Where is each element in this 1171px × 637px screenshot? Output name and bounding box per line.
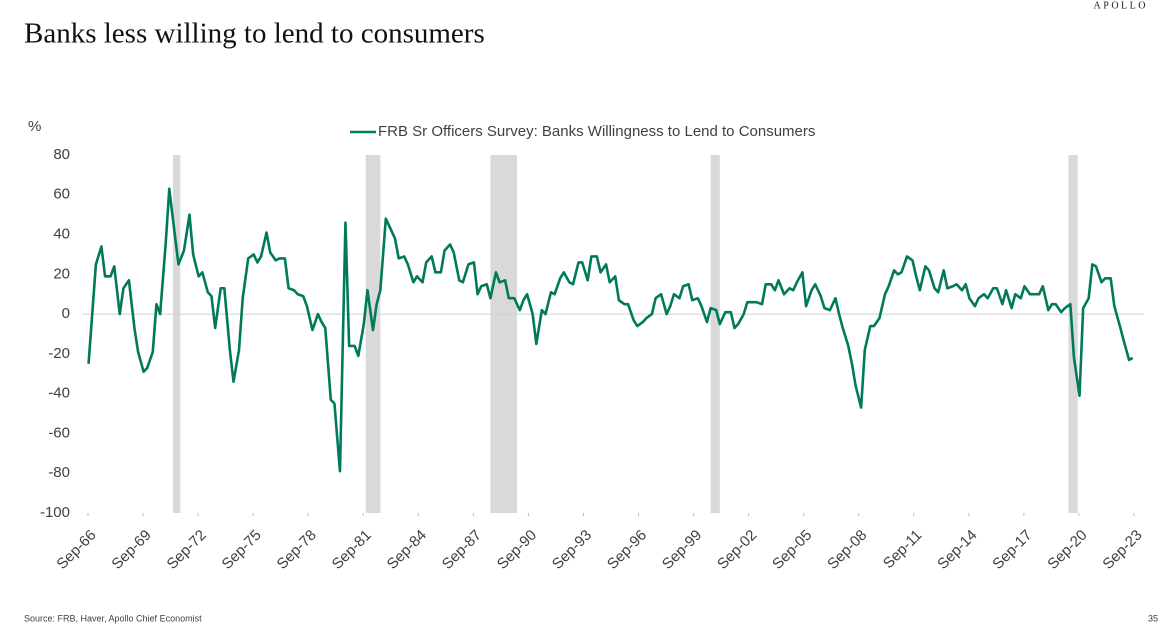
y-tick-label: -100 <box>40 504 70 521</box>
y-tick-label: 0 <box>62 305 70 322</box>
y-tick-label: -20 <box>48 345 70 362</box>
x-tick-label: Sep-96 <box>604 527 650 573</box>
x-tick-label: Sep-69 <box>108 527 154 573</box>
x-tick-label: Sep-87 <box>439 527 485 573</box>
source: Source: FRB, Haver, Apollo Chief Economi… <box>24 613 202 623</box>
x-tick-label: Sep-78 <box>274 527 320 573</box>
x-tick-label: Sep-17 <box>989 527 1035 573</box>
x-tick-label: Sep-66 <box>53 527 99 573</box>
x-tick-label: Sep-99 <box>659 527 705 573</box>
x-tick-label: Sep-20 <box>1044 527 1090 573</box>
data-line <box>87 187 1134 473</box>
y-tick-label: -80 <box>48 464 70 481</box>
x-tick-label: Sep-08 <box>824 527 870 573</box>
shaded-period <box>490 155 518 513</box>
shaded-period <box>172 155 181 513</box>
page-number: 35 <box>1148 613 1158 623</box>
brand: APOLLO <box>1094 0 1148 11</box>
y-tick-label: -40 <box>48 385 70 402</box>
x-tick-label: Sep-90 <box>494 527 540 573</box>
y-tick-label: 80 <box>53 146 70 163</box>
shaded-period <box>365 155 381 513</box>
x-tick-label: Sep-75 <box>219 527 265 573</box>
x-tick-label: Sep-81 <box>329 527 375 573</box>
x-tick-label: Sep-23 <box>1099 527 1145 573</box>
x-tick-label: Sep-11 <box>880 527 925 572</box>
x-tick-label: Sep-93 <box>549 527 595 573</box>
legend-label: FRB Sr Officers Survey: Banks Willingnes… <box>378 123 815 140</box>
x-tick-label: Sep-14 <box>934 527 980 573</box>
y-tick-label: 20 <box>53 265 70 282</box>
y-tick-label: 40 <box>53 226 70 243</box>
y-tick-label: -60 <box>48 424 70 441</box>
x-tick-label: Sep-02 <box>714 527 760 573</box>
x-tick-label: Sep-05 <box>769 527 815 573</box>
x-tick-label: Sep-72 <box>164 527 210 573</box>
chart-title: Banks less willing to lend to consumers <box>24 18 485 50</box>
shaded-period <box>710 155 720 513</box>
y-axis-label: % <box>28 118 41 135</box>
x-tick-label: Sep-84 <box>384 527 430 573</box>
y-tick-label: 60 <box>53 186 70 203</box>
